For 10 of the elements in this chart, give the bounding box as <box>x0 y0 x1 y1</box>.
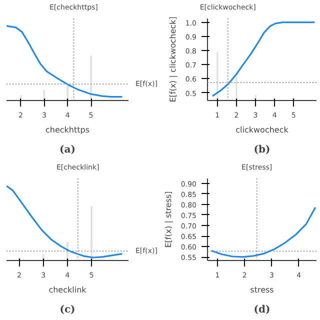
y-axis-title: E[f(x) | stress] <box>164 191 173 248</box>
y-axis-title: E[f(x) | clickwocheck] <box>168 16 178 102</box>
text: (d) <box>254 304 270 316</box>
text: (b) <box>254 144 270 156</box>
x-axis-title: checklink <box>48 286 87 294</box>
x-axis-title: checkhttps <box>45 126 90 134</box>
text: (c) <box>60 304 76 316</box>
text: (a) <box>60 144 76 156</box>
x-axis-title: stress <box>250 286 274 294</box>
x-axis-title: clickwocheck <box>236 126 289 134</box>
